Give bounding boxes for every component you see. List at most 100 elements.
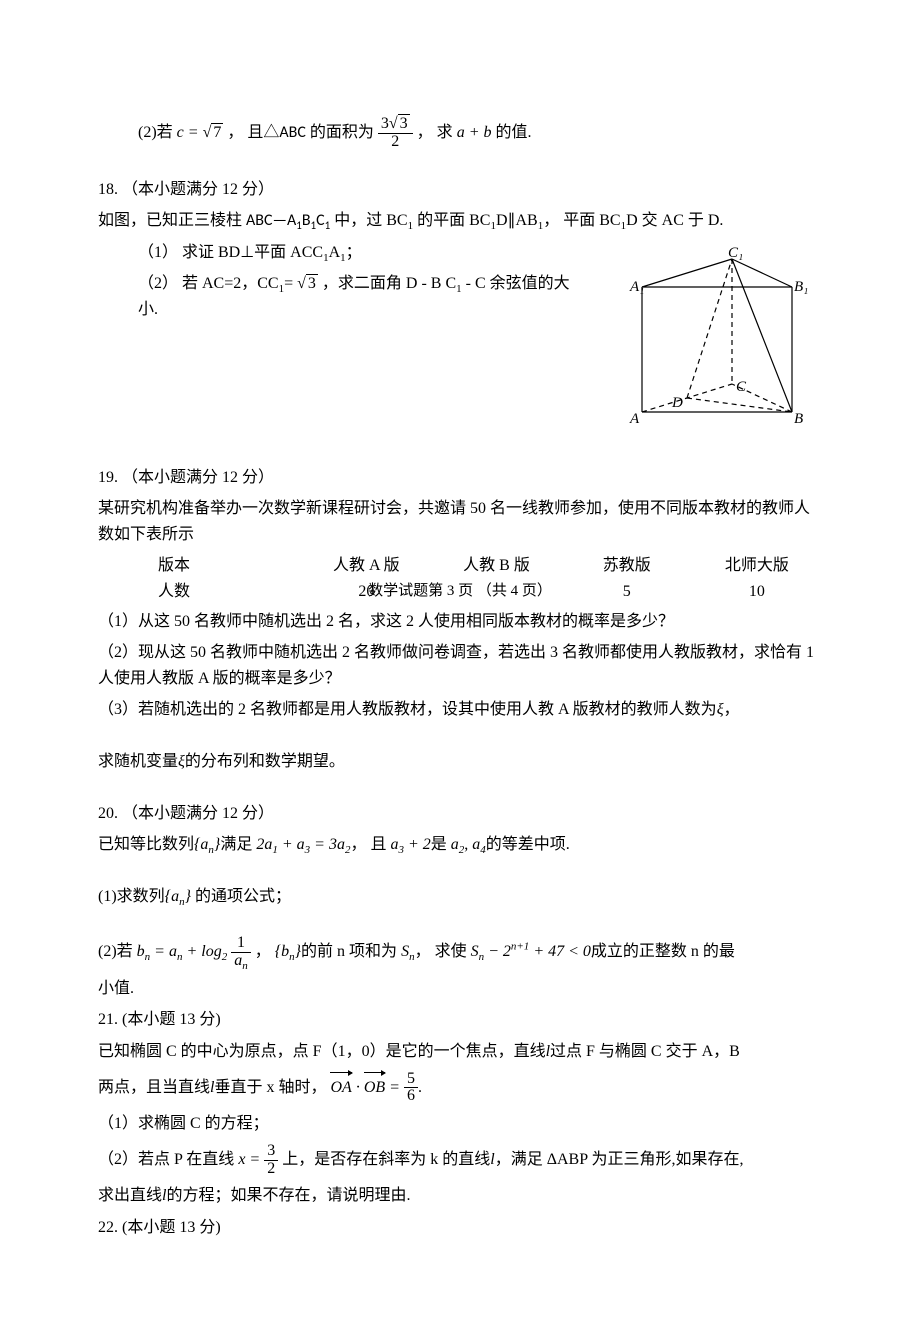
q21-p2: （2）若点 P 在直线 x = 3 2 上，是否存在斜率为 k 的直线l，满足 … <box>98 1143 822 1178</box>
eq4: a4 <box>472 836 486 853</box>
t: 两点，且当直线 <box>98 1079 210 1096</box>
Sn: Sn <box>401 943 415 960</box>
t: 垂直于 x 轴时， <box>214 1079 326 1096</box>
sqrt3: √3 <box>297 274 318 292</box>
table-header-row: 版本 人教 A 版 人教 B 版 苏教版 北师大版 <box>98 553 822 579</box>
eq2: a3 + 2 <box>390 836 430 853</box>
xeq: x = <box>238 1151 264 1168</box>
th: 人教 A 版 <box>301 553 431 579</box>
t: 的前 n 项和为 <box>301 943 397 960</box>
q21-p3: 求出直线l的方程；如果不存在，请说明理由. <box>98 1183 822 1209</box>
t: （3）若随机选出的 2 名教师都是用人教版教材，设其中使用人教 A 版教材的教师… <box>98 701 717 718</box>
sqrt7: √7 <box>203 123 224 141</box>
text: (2)若 <box>138 124 173 141</box>
eq1: 2a1 + a3 = 3a2 <box>256 836 350 853</box>
text: ， 求 <box>417 124 453 141</box>
prism-svg <box>602 247 832 427</box>
q19-p2: （2）现从这 50 名教师中随机选出 2 名教师做问卷调查，若选出 3 名教师都… <box>98 640 822 691</box>
text: 的值. <box>495 124 531 141</box>
t: ， 且 <box>350 836 386 853</box>
t: 已知等比数列 <box>98 836 194 853</box>
ineq: Sn − 2n+1 + 47 < 0 <box>471 943 591 960</box>
q18-head: 18. （本小题满分 12 分） <box>98 177 822 203</box>
abc: ABC <box>279 123 306 142</box>
q20-p2: (2)若 bn = an + log2 1 an ， {bn}的前 n 项和为 … <box>98 935 822 970</box>
t: A <box>329 244 341 261</box>
t: = <box>284 275 293 292</box>
t: （1） 求证 BD⊥平面 ACC <box>138 244 323 261</box>
q21-p1: （1）求椭圆 C 的方程； <box>98 1111 822 1137</box>
q17-part2: (2)若 c = √7 ， 且△ABC 的面积为 3√3 2 ， 求 a + b… <box>98 116 822 151</box>
q19-p1: （1）从这 50 名教师中随机选出 2 名，求这 2 人使用相同版本教材的概率是… <box>98 609 822 635</box>
t: D 交 AC 于 D. <box>626 212 723 229</box>
t: 是 <box>431 836 447 853</box>
a-plus-b: a + b <box>457 124 492 141</box>
t: 如图，已知正三棱柱 <box>98 212 246 229</box>
t: ABC—A1B1C1 <box>246 211 330 230</box>
q19-stem: 某研究机构准备举办一次数学新课程研讨会，共邀请 50 名一线教师参加，使用不同版… <box>98 496 822 547</box>
q19-p3b: 求随机变量ξ的分布列和数学期望。 <box>98 749 822 775</box>
t: 已知椭圆 C 的中心为原点，点 F（1，0）是它的一个焦点，直线 <box>98 1043 546 1060</box>
q18-stem: 如图，已知正三棱柱 ABC—A1B1C1 中，过 BC1 的平面 BC1D∥AB… <box>98 208 822 234</box>
q19-head: 19. （本小题满分 12 分） <box>98 465 822 491</box>
q21-stem1: 已知椭圆 C 的中心为原点，点 F（1，0）是它的一个焦点，直线l过点 F 与椭… <box>98 1039 822 1065</box>
text: ， 且△ <box>227 124 279 141</box>
th: 苏教版 <box>562 553 692 579</box>
bnset: {bn} <box>275 943 301 960</box>
t: ， 平面 BC <box>543 212 620 229</box>
frac-1-an: 1 an <box>231 935 251 970</box>
lbl-D: D <box>672 391 683 415</box>
t: 成立的正整数 n 的最 <box>591 943 735 960</box>
xi: ξ <box>717 701 724 718</box>
frac-3-2: 3 2 <box>264 1143 278 1178</box>
eq: = <box>389 1079 404 1096</box>
th: 北师大版 <box>692 553 822 579</box>
area-frac: 3√3 2 <box>378 116 413 151</box>
t: ， 求使 <box>415 943 467 960</box>
th: 版本 <box>98 553 301 579</box>
q19-p3: （3）若随机选出的 2 名教师都是用人教版教材，设其中使用人教 A 版教材的教师… <box>98 697 822 723</box>
q22-head: 22. (本小题 13 分) <box>98 1215 822 1241</box>
text: 的面积为 <box>306 124 374 141</box>
t: ， <box>724 701 740 718</box>
prism-figure: A₁ B₁ C₁ A B C D <box>602 247 832 427</box>
q20-p2b: 小值. <box>98 976 822 1002</box>
q21-stem2: 两点，且当直线l垂直于 x 轴时， OA · OB = 5 6 . <box>98 1071 822 1106</box>
t: 中，过 BC <box>330 212 407 229</box>
t: 满足 <box>220 836 252 853</box>
t: 的分布列和数学期望。 <box>185 753 345 770</box>
t: . <box>418 1079 422 1096</box>
q20-stem: 已知等比数列{an}满足 2a1 + a3 = 3a2， 且 a3 + 2是 a… <box>98 832 822 858</box>
vec-OA: OA <box>330 1075 351 1101</box>
c-eq: c = <box>177 124 199 141</box>
t: 的通项公式； <box>191 888 291 905</box>
frac-5-6: 5 6 <box>404 1071 418 1106</box>
bn: bn = an + log2 <box>137 943 228 960</box>
t: ； <box>346 244 362 261</box>
t: D∥AB <box>496 212 538 229</box>
q20-p1: (1)求数列{an} 的通项公式； <box>98 884 822 910</box>
t: (1)求数列 <box>98 888 165 905</box>
vec-OB: OB <box>364 1075 385 1101</box>
t: ， <box>255 943 275 960</box>
t: 求出直线 <box>98 1187 162 1204</box>
t: 上，是否存在斜率为 k 的直线 <box>282 1151 490 1168</box>
t: 的等差中项. <box>486 836 570 853</box>
lbl-B: B <box>794 407 803 431</box>
seq: {an} <box>194 836 220 853</box>
t: 的平面 BC <box>413 212 490 229</box>
t: （2）若点 P 在直线 <box>98 1151 234 1168</box>
t: （2） 若 AC=2，CC <box>138 275 279 292</box>
page-footer: 数学试题第 3 页 （共 4 页） <box>98 579 822 603</box>
lbl-A1: A₁ <box>630 275 644 299</box>
lbl-C: C <box>736 375 746 399</box>
t: ，满足 ΔABP 为正三角形,如果存在, <box>495 1151 744 1168</box>
lbl-A: A <box>630 407 639 431</box>
seq: {an} <box>165 888 191 905</box>
th: 人教 B 版 <box>431 553 561 579</box>
t: 的方程；如果不存在，请说明理由. <box>166 1187 410 1204</box>
lbl-C1: C₁ <box>728 241 743 265</box>
t: 求随机变量 <box>98 753 178 770</box>
eq3: a2 <box>451 836 465 853</box>
t: (2)若 <box>98 943 133 960</box>
